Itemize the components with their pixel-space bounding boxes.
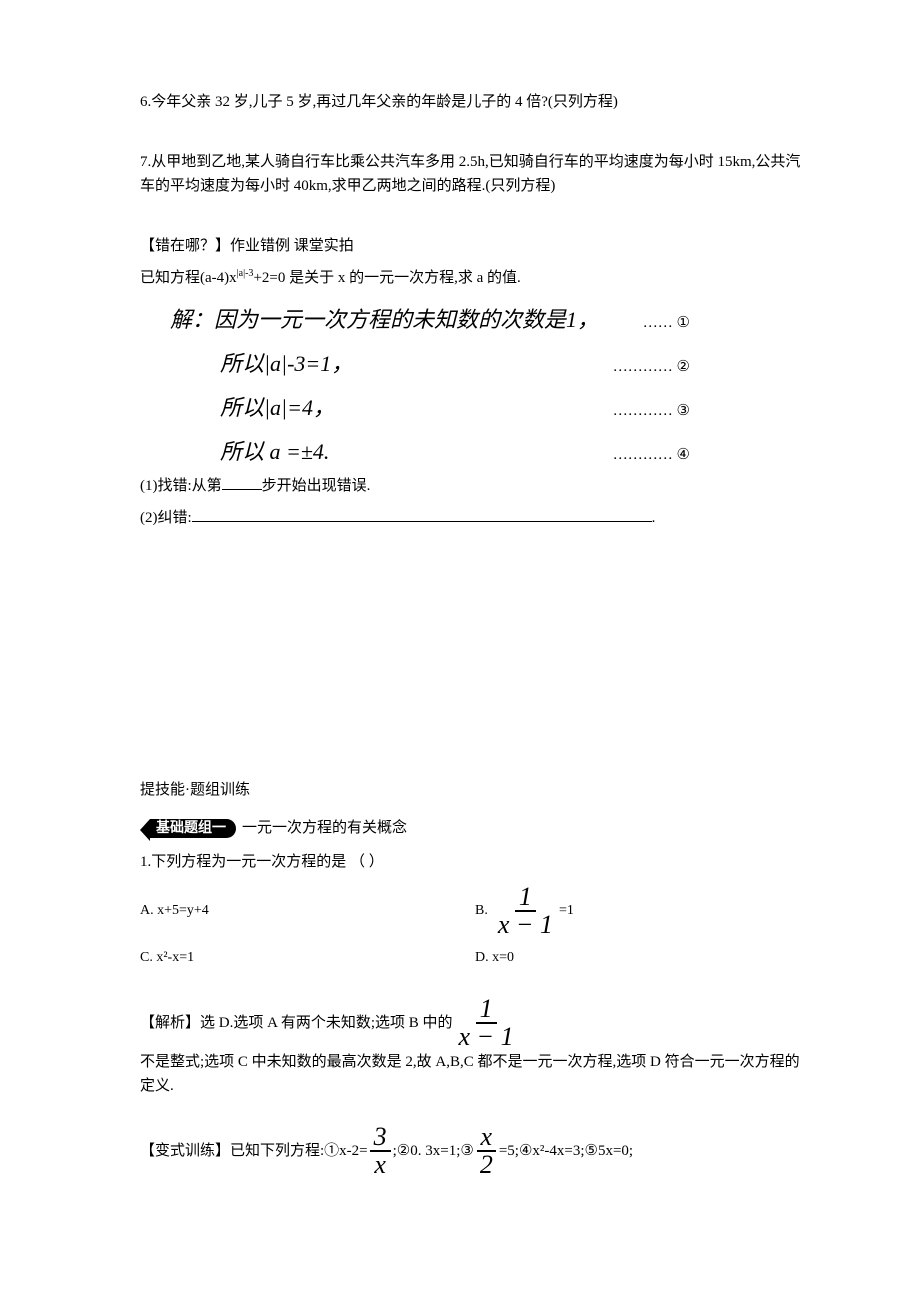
- section-header: 基础题组一 一元一次方程的有关概念: [140, 816, 407, 840]
- variant-frac2: x 2: [476, 1124, 497, 1178]
- spacer-large: [140, 538, 810, 778]
- error-problem: 已知方程(a-4)x|a|-3+2=0 是关于 x 的一元一次方程,求 a 的值…: [140, 266, 810, 290]
- hw-line-4: 所以 a =±4. ………… ④: [170, 430, 690, 474]
- option-a[interactable]: A. x+5=y+4: [140, 884, 475, 938]
- variant-pre: 【变式训练】已知下列方程:①x-2=: [140, 1139, 368, 1163]
- hw-l2-right: ………… ②: [613, 352, 690, 382]
- option-c[interactable]: C. x²-x=1: [140, 938, 475, 978]
- hw-l4-right: ………… ④: [613, 440, 690, 470]
- find-error-post: 步开始出现错误.: [262, 478, 371, 494]
- opt-d-label: D. x=0: [475, 947, 514, 969]
- error-problem-pre: 已知方程(a-4)x: [140, 270, 237, 286]
- fix-post: .: [652, 510, 656, 526]
- hw-l1-left: 解：因为一元一次方程的未知数的次数是1，: [170, 298, 599, 342]
- blank-long[interactable]: [192, 507, 652, 522]
- spacer: [140, 206, 810, 234]
- badge-wrap: 基础题组一: [150, 816, 242, 840]
- badge: 基础题组一: [150, 819, 236, 838]
- hw-l4-left: 所以 a =±4.: [220, 430, 329, 474]
- opt-b-post: =1: [559, 900, 574, 922]
- analysis-post: 不是整式;选项 C 中未知数的最高次数是 2,故 A,B,C 都不是一元一次方程…: [140, 1050, 810, 1098]
- option-d[interactable]: D. x=0: [475, 938, 810, 978]
- opt-b-num: 1: [515, 884, 536, 912]
- variant-f2-num: x: [477, 1124, 497, 1152]
- hw-l2-left: 所以|a|-3=1，: [220, 342, 353, 386]
- skill-title: 提技能·题组训练: [140, 778, 810, 802]
- opt-a-label: A. x+5=y+4: [140, 900, 209, 922]
- find-error-pre: (1)找错:从第: [140, 478, 222, 494]
- hw-line-3: 所以|a|=4， ………… ③: [170, 386, 690, 430]
- opt-b-pre: B.: [475, 900, 488, 922]
- variant-f2-den: 2: [476, 1152, 497, 1178]
- spacer: [140, 978, 810, 996]
- error-problem-sup: |a|-3: [237, 268, 254, 279]
- question-7: 7.从甲地到乙地,某人骑自行车比乘公共汽车多用 2.5h,已知骑自行车的平均速度…: [140, 150, 810, 198]
- spacer: [140, 122, 810, 150]
- fix-pre: (2)纠错:: [140, 510, 192, 526]
- hw-l3-right: ………… ③: [613, 396, 690, 426]
- error-section-header: 【错在哪？】作业错例 课堂实拍: [140, 234, 810, 258]
- variant-mid2: =5;④x²-4x=3;⑤5x=0;: [499, 1139, 633, 1163]
- find-error: (1)找错:从第 步开始出现错误.: [140, 474, 810, 498]
- question-6: 6.今年父亲 32 岁,儿子 5 岁,再过几年父亲的年龄是儿子的 4 倍?(只列…: [140, 90, 810, 114]
- analysis-den: x − 1: [455, 1024, 518, 1050]
- spacer: [140, 1106, 810, 1124]
- analysis: 【解析】选 D.选项 A 有两个未知数;选项 B 中的 1 x − 1 不是整式…: [140, 996, 810, 1098]
- fix-error: (2)纠错:.: [140, 506, 810, 530]
- hw-line-1: 解：因为一元一次方程的未知数的次数是1， …… ①: [170, 298, 690, 342]
- handwritten-solution: 解：因为一元一次方程的未知数的次数是1， …… ① 所以|a|-3=1， …………: [170, 298, 810, 474]
- hw-l3-left: 所以|a|=4，: [220, 386, 335, 430]
- opt-b-den: x − 1: [494, 912, 557, 938]
- hw-line-2: 所以|a|-3=1， ………… ②: [170, 342, 690, 386]
- option-b[interactable]: B. 1 x − 1 =1: [475, 884, 810, 938]
- opt-c-label: C. x²-x=1: [140, 947, 194, 969]
- analysis-num: 1: [476, 996, 497, 1024]
- analysis-frac: 1 x − 1: [455, 996, 518, 1050]
- question-1: 1.下列方程为一元一次方程的是 （ ）: [140, 850, 810, 874]
- variant-mid1: ;②0. 3x=1;③: [393, 1139, 474, 1163]
- variant-training: 【变式训练】已知下列方程:①x-2= 3 x ;②0. 3x=1;③ x 2 =…: [140, 1124, 810, 1178]
- error-problem-post: +2=0 是关于 x 的一元一次方程,求 a 的值.: [253, 270, 520, 286]
- variant-f1-num: 3: [370, 1124, 391, 1152]
- options: A. x+5=y+4 B. 1 x − 1 =1 C. x²-x=1 D. x=…: [140, 884, 810, 978]
- variant-frac1: 3 x: [370, 1124, 391, 1178]
- analysis-pre: 【解析】选 D.选项 A 有两个未知数;选项 B 中的: [140, 1011, 453, 1035]
- hw-l1-right: …… ①: [643, 308, 690, 338]
- section-label: 一元一次方程的有关概念: [242, 816, 407, 840]
- variant-f1-den: x: [370, 1152, 390, 1178]
- opt-b-frac: 1 x − 1: [494, 884, 557, 938]
- blank-short[interactable]: [222, 475, 262, 490]
